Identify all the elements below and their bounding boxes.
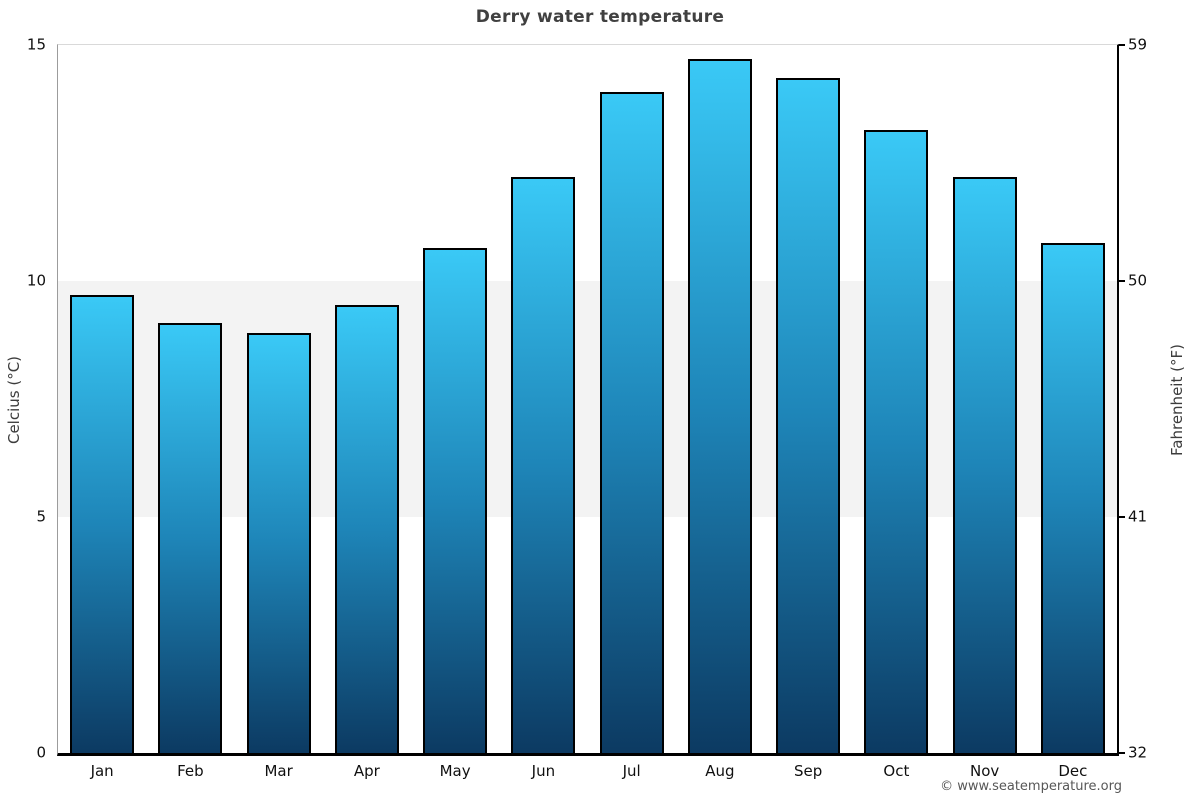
- x-tick-jan: Jan: [90, 762, 114, 780]
- y-tick-fahrenheit-59: 59: [1128, 35, 1148, 54]
- y-tick-celsius-0: 0: [36, 743, 46, 762]
- bar-slot-jun: [499, 45, 587, 753]
- x-tick-aug: Aug: [705, 762, 735, 780]
- x-tick-feb: Feb: [177, 762, 204, 780]
- y-tick-fahrenheit-41: 41: [1128, 507, 1148, 526]
- bar-nov: [952, 177, 1017, 753]
- axis-tick-mark: [1119, 752, 1125, 754]
- x-tick-dec: Dec: [1058, 762, 1088, 780]
- bar-slot-sep: [764, 45, 852, 753]
- bar-slot-feb: [146, 45, 234, 753]
- y-tick-fahrenheit-32: 32: [1128, 743, 1148, 762]
- chart-title: Derry water temperature: [475, 7, 725, 27]
- bar-feb: [158, 323, 223, 753]
- bar-may: [423, 247, 488, 753]
- x-tick-nov: Nov: [969, 762, 1000, 780]
- bar-jul: [599, 92, 664, 753]
- bar-oct: [864, 129, 929, 753]
- bar-slot-may: [411, 45, 499, 753]
- y-axis-title-fahrenheit: Fahrenheit (°F): [1168, 344, 1186, 456]
- x-tick-apr: Apr: [353, 762, 380, 780]
- x-tick-sep: Sep: [793, 762, 823, 780]
- bar-slot-jan: [58, 45, 146, 753]
- y-axis-title-celsius: Celcius (°C): [5, 355, 23, 445]
- bar-dec: [1040, 243, 1105, 753]
- y-tick-fahrenheit-50: 50: [1128, 271, 1148, 290]
- bar-aug: [687, 59, 752, 753]
- axis-tick-mark: [1119, 516, 1125, 518]
- bar-sep: [776, 78, 841, 753]
- axis-tick-mark: [1119, 280, 1125, 282]
- bar-slot-apr: [323, 45, 411, 753]
- copyright-link[interactable]: © www.seatemperature.org: [940, 779, 1122, 794]
- bar-apr: [334, 304, 399, 753]
- bar-mar: [246, 332, 311, 753]
- bar-jun: [511, 177, 576, 753]
- bar-slot-aug: [676, 45, 764, 753]
- y-tick-celsius-5: 5: [36, 507, 46, 526]
- plot-area: [57, 44, 1119, 756]
- bar-jan: [70, 295, 135, 753]
- axis-tick-mark: [1119, 44, 1125, 46]
- bars-container: [58, 45, 1117, 753]
- y-tick-celsius-10: 10: [26, 271, 46, 290]
- grid-band-5-10: [58, 281, 1117, 517]
- x-tick-may: May: [439, 762, 471, 780]
- x-tick-mar: Mar: [264, 762, 293, 780]
- x-tick-jun: Jun: [531, 762, 556, 780]
- bar-slot-dec: [1029, 45, 1117, 753]
- bar-slot-nov: [941, 45, 1029, 753]
- bar-slot-jul: [588, 45, 676, 753]
- bar-slot-mar: [235, 45, 323, 753]
- x-tick-jul: Jul: [622, 762, 641, 780]
- y-tick-celsius-15: 15: [26, 35, 46, 54]
- x-tick-oct: Oct: [883, 762, 910, 780]
- bar-slot-oct: [852, 45, 940, 753]
